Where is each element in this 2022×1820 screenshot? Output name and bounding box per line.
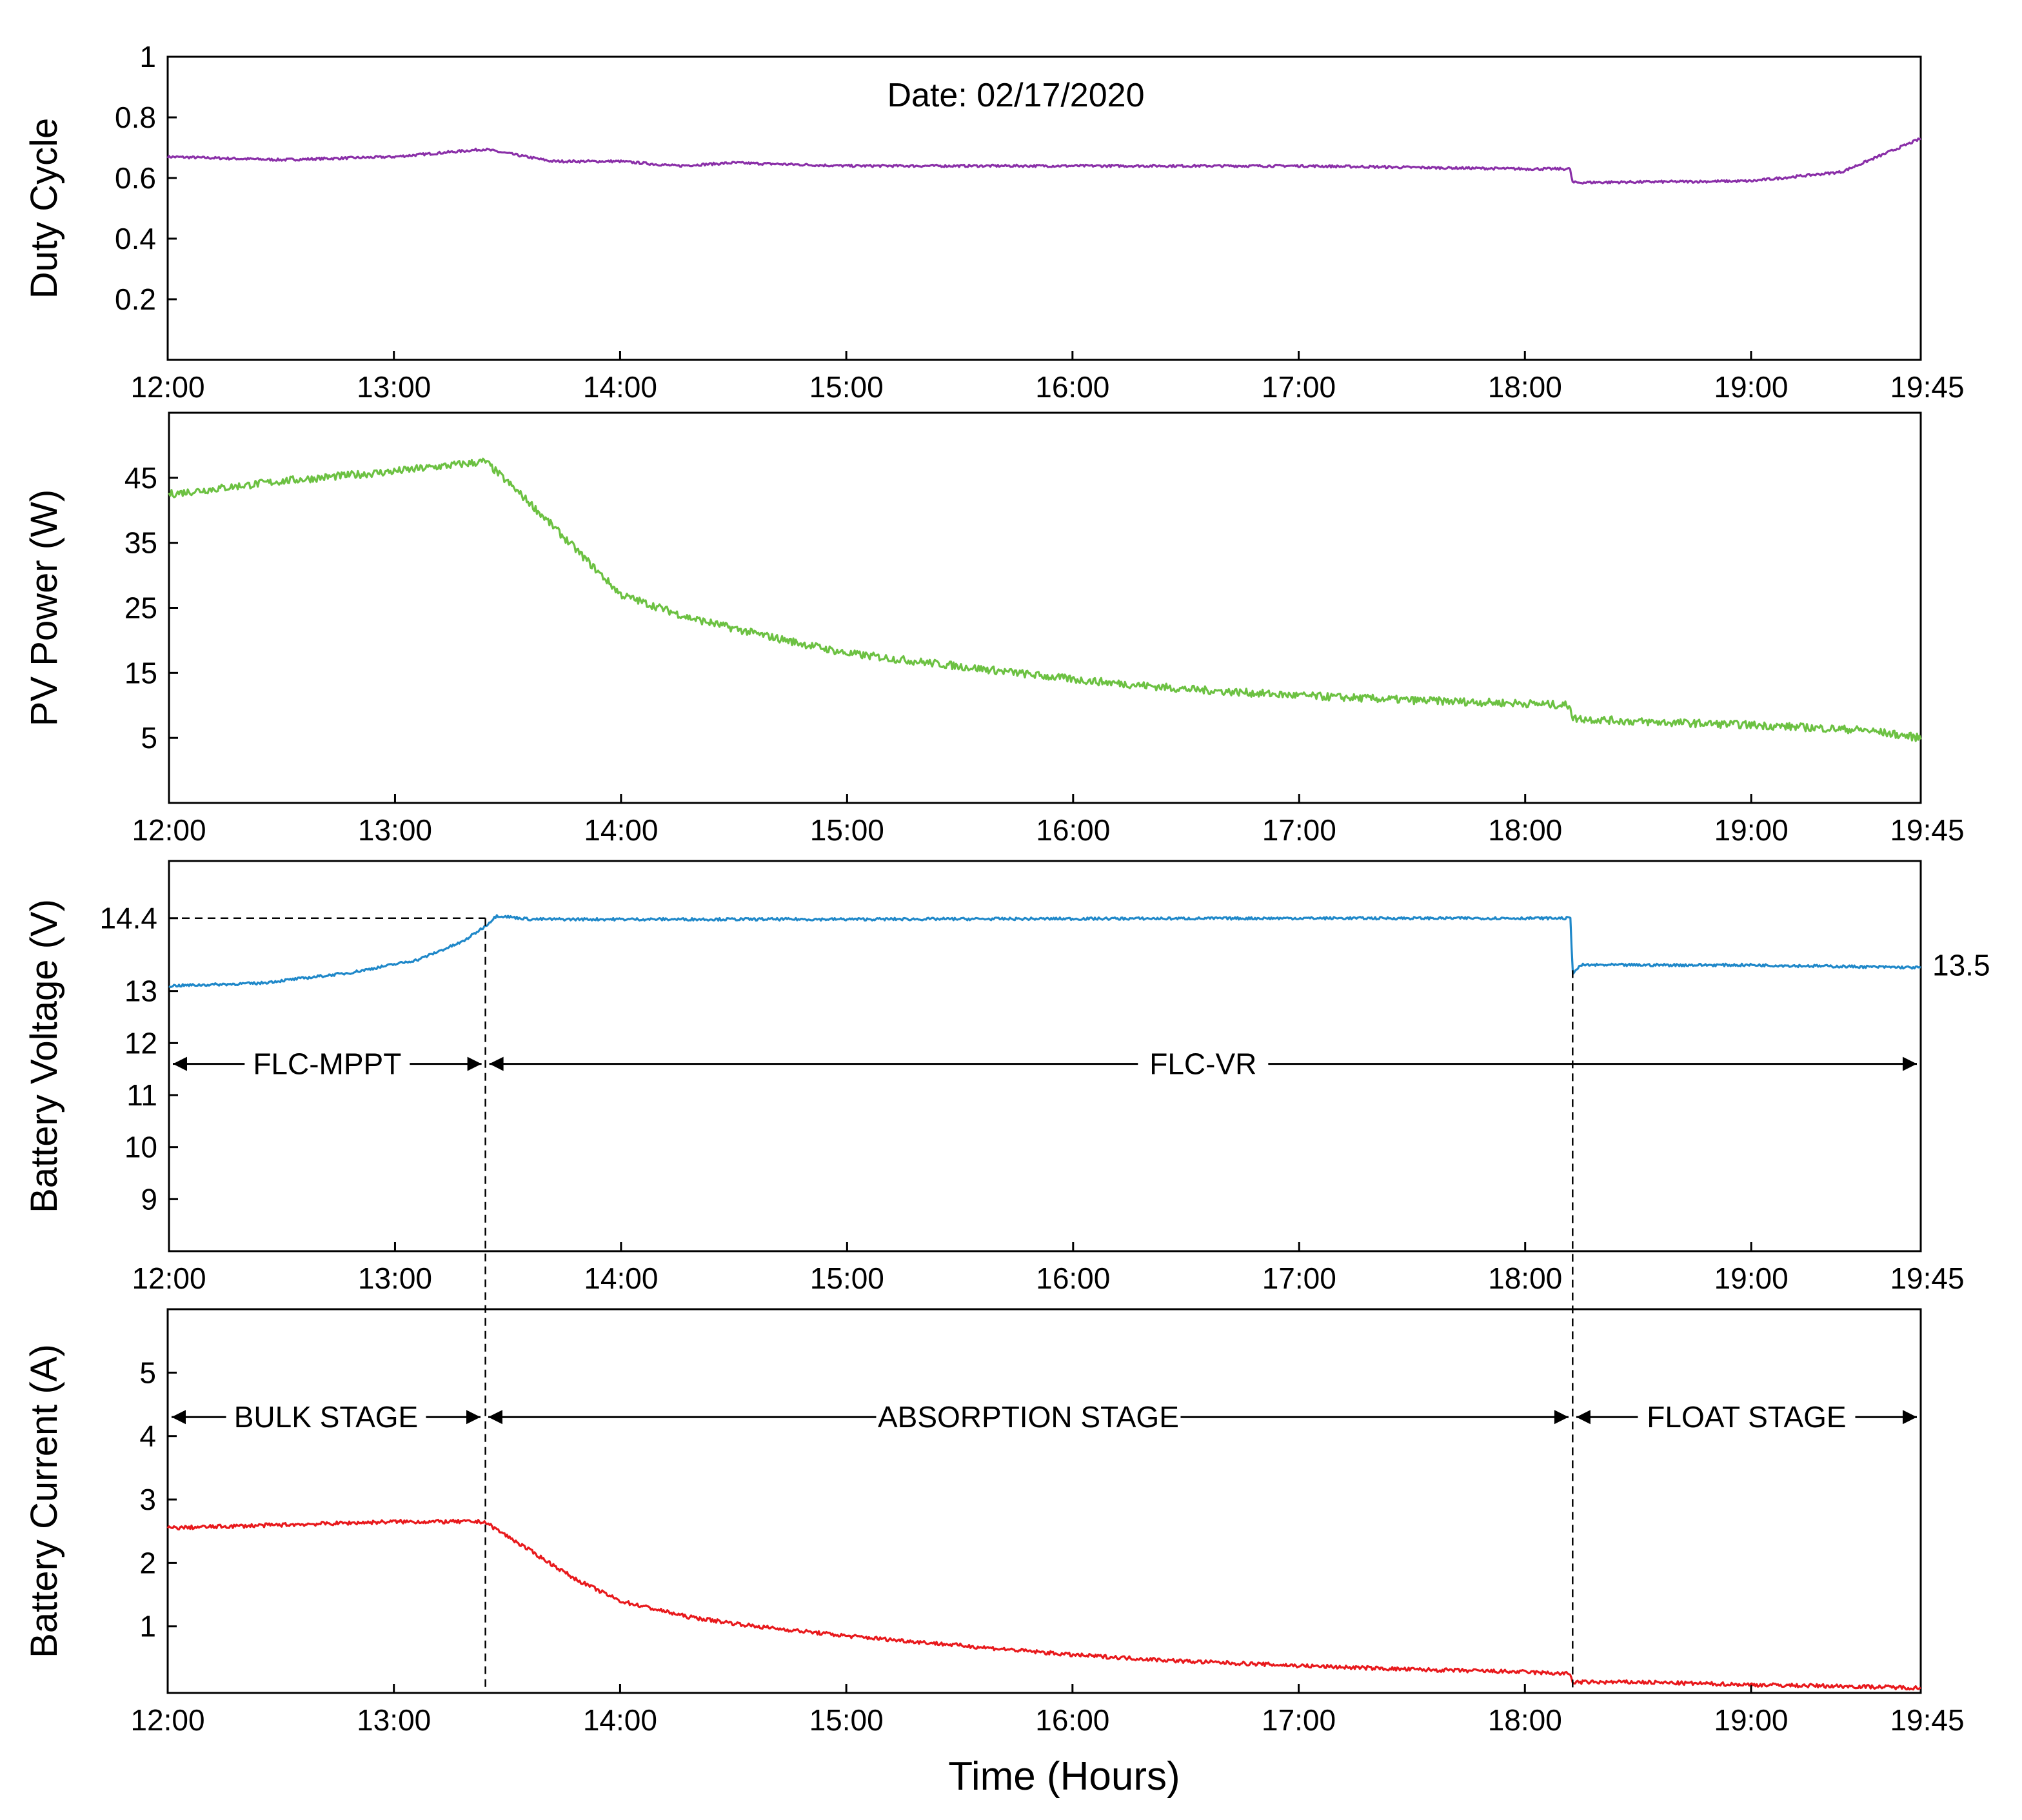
x-tick-label: 16:00 <box>1035 1703 1109 1737</box>
plot-frame <box>166 55 1922 361</box>
series-line-current <box>166 1518 1921 1691</box>
x-tick-label: 17:00 <box>1262 1703 1336 1737</box>
panel-power: 5 15 25 35 45 12:00 13:00 14:00 15:00 16:00 17:00 1… <box>23 411 1965 847</box>
x-tick-label: 13:00 <box>357 1703 431 1737</box>
series-line-voltage <box>168 914 1921 988</box>
stage-label: FLC-MPPT <box>253 1047 401 1081</box>
x-tick-label: 17:00 <box>1262 813 1336 847</box>
plot-frame <box>168 411 1922 804</box>
x-tick-label: 12:00 <box>132 1261 206 1295</box>
series-line-power <box>168 457 1922 742</box>
series-line-duty <box>166 137 1921 185</box>
x-tick-label: 12:00 <box>130 370 204 404</box>
x-tick-label: 16:00 <box>1036 813 1110 847</box>
y-tick-label: 4 <box>139 1419 156 1453</box>
x-axis-title: Time (Hours) <box>948 1754 1180 1799</box>
y-tick-label: 3 <box>139 1483 156 1516</box>
y-tick-label: 13 <box>124 974 157 1008</box>
x-tick-label: 15:00 <box>809 1703 884 1737</box>
arrowhead-right <box>1554 1410 1569 1425</box>
x-tick-label: 14:00 <box>584 813 658 847</box>
x-tick-label: 19:45 <box>1890 370 1964 404</box>
x-tick-label: 18:00 <box>1488 370 1562 404</box>
stage-label: ABSORPTION STAGE <box>878 1400 1179 1434</box>
x-tick-label: 19:00 <box>1714 1261 1789 1295</box>
x-tick-label: 15:00 <box>810 1261 884 1295</box>
arrowhead-right <box>467 1056 482 1071</box>
y-tick-label: 45 <box>124 461 157 495</box>
x-tick-label: 13:00 <box>357 370 431 404</box>
y-axis-title: Battery Voltage (V) <box>23 899 65 1213</box>
arrowhead-left <box>489 1056 504 1071</box>
y-tick-label: 10 <box>124 1131 157 1164</box>
y-tick-label: 11 <box>126 1078 157 1112</box>
plot-frame <box>166 1308 1922 1694</box>
y-tick-label: 9 <box>141 1182 157 1216</box>
arrowhead-right <box>1903 1056 1917 1071</box>
arrowhead-left <box>1576 1410 1591 1425</box>
plot-frame <box>168 860 1922 1252</box>
y-axis-title: Battery Current (A) <box>23 1344 65 1658</box>
arrowhead-left <box>173 1056 187 1071</box>
panel-voltage: 9 10 11 12 13 14.4 12:00 13:00 14:00 15:00 16:00 17… <box>23 860 1990 1295</box>
x-tick-label: 16:00 <box>1036 1261 1110 1295</box>
x-tick-label: 14:00 <box>583 1703 657 1737</box>
x-tick-label: 16:00 <box>1035 370 1109 404</box>
y-tick-label: 1 <box>139 1610 156 1643</box>
x-tick-label: 19:00 <box>1714 813 1789 847</box>
stage-label: FLC-VR <box>1149 1047 1256 1081</box>
y-tick-label: 0.8 <box>115 101 156 134</box>
x-tick-label: 15:00 <box>810 813 884 847</box>
arrowhead-right <box>466 1410 481 1425</box>
x-tick-label: 12:00 <box>130 1703 204 1737</box>
y-tick-label: 5 <box>139 1356 156 1389</box>
y-tick-label: 0.6 <box>115 161 156 195</box>
end-value-label: 13.5 <box>1932 948 1990 982</box>
panel-duty: 0.2 0.4 0.6 0.8 1 12:00 13:00 14:00 15:00 16:00 17… <box>23 40 1965 404</box>
x-tick-label: 18:00 <box>1488 1261 1562 1295</box>
x-tick-label: 18:00 <box>1488 813 1562 847</box>
panel-current: 1 2 3 4 5 12:00 13:00 14:00 15:00 16:00 17:00 18:00… <box>23 1308 1965 1737</box>
x-tick-label: 19:00 <box>1714 370 1788 404</box>
y-axis-title: Duty Cycle <box>23 118 65 299</box>
x-tick-label: 14:00 <box>584 1261 658 1295</box>
stage-label: FLOAT STAGE <box>1647 1400 1846 1434</box>
y-tick-label: 35 <box>124 526 157 560</box>
y-tick-label: 2 <box>139 1546 156 1579</box>
date-annotation: Date: 02/17/2020 <box>887 77 1145 114</box>
x-tick-label: 19:45 <box>1890 1261 1964 1295</box>
x-tick-label: 19:45 <box>1890 813 1964 847</box>
y-tick-label: 0.2 <box>115 282 156 316</box>
arrowhead-left <box>488 1410 502 1425</box>
arrowhead-left <box>172 1410 186 1425</box>
y-tick-label: 15 <box>124 656 157 689</box>
x-tick-label: 13:00 <box>358 813 432 847</box>
y-axis-title: PV Power (W) <box>23 490 65 726</box>
x-tick-label: 19:00 <box>1714 1703 1788 1737</box>
y-tick-label: 5 <box>141 721 157 755</box>
y-tick-label: 1 <box>139 40 156 74</box>
x-tick-label: 17:00 <box>1262 370 1336 404</box>
x-tick-label: 15:00 <box>809 370 884 404</box>
arrowhead-right <box>1903 1410 1917 1425</box>
x-tick-label: 19:45 <box>1890 1703 1964 1737</box>
y-tick-label: 14.4 <box>99 902 157 935</box>
y-tick-label: 0.4 <box>115 222 156 255</box>
stage-label: BULK STAGE <box>234 1400 418 1434</box>
y-tick-label: 25 <box>124 591 157 625</box>
x-tick-label: 14:00 <box>583 370 657 404</box>
x-tick-label: 18:00 <box>1488 1703 1562 1737</box>
y-tick-label: 12 <box>124 1026 157 1060</box>
x-tick-label: 12:00 <box>132 813 206 847</box>
x-tick-label: 13:00 <box>358 1261 432 1295</box>
x-tick-label: 17:00 <box>1262 1261 1336 1295</box>
